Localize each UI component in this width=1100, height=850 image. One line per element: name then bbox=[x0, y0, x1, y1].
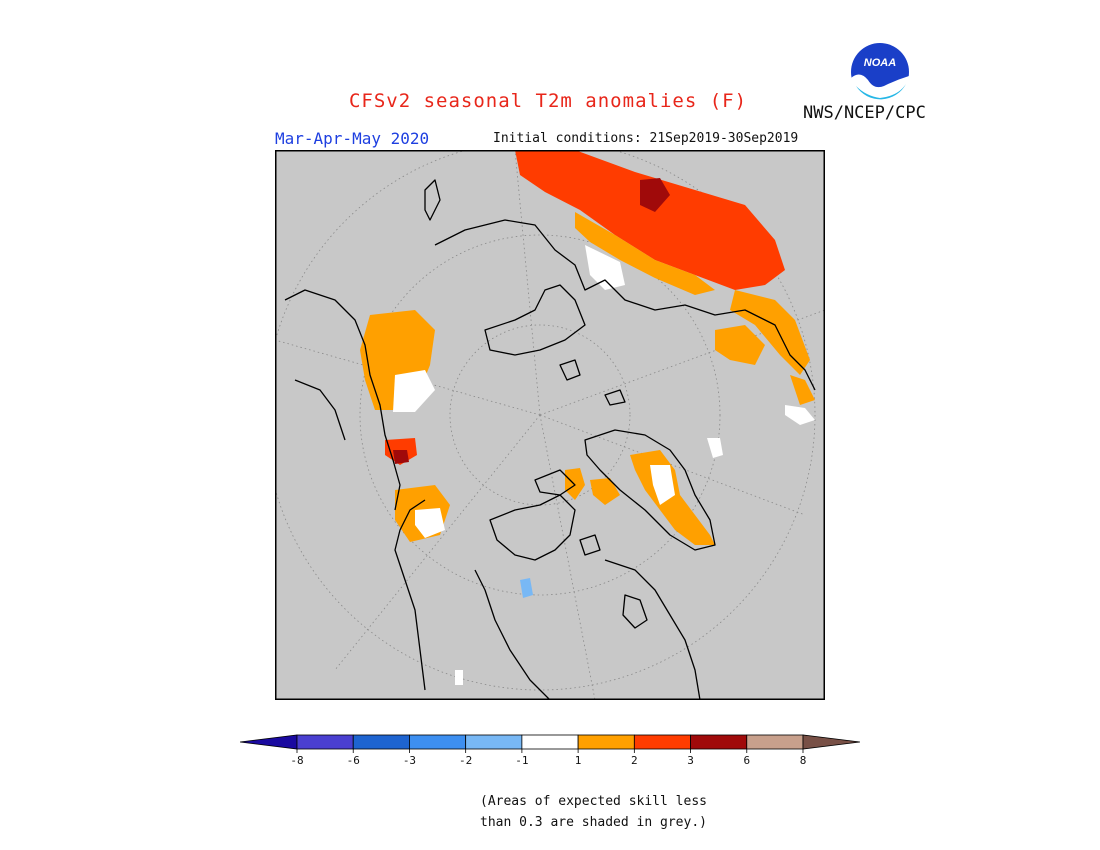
colorbar-label: -8 bbox=[290, 754, 303, 767]
colorbar-label: 1 bbox=[575, 754, 582, 767]
chart-title: CFSv2 seasonal T2m anomalies (F) bbox=[348, 90, 748, 112]
skill-note-line-2: than 0.3 are shaded in grey.) bbox=[480, 815, 707, 830]
polar-map bbox=[275, 150, 825, 700]
skill-note: (Areas of expected skill less than 0.3 a… bbox=[480, 791, 707, 833]
colorbar-swatch bbox=[409, 734, 467, 750]
colorbar-label: 8 bbox=[800, 754, 807, 767]
colorbar: -8 -6 -3 -2 -1 1 2 3 6 8 bbox=[240, 734, 860, 767]
season-label: Mar-Apr-May 2020 bbox=[275, 129, 430, 148]
colorbar-label: -3 bbox=[403, 754, 416, 767]
map-border bbox=[275, 150, 825, 700]
colorbar-label: 3 bbox=[687, 754, 694, 767]
colorbar-swatch bbox=[240, 734, 298, 750]
agency-label: NWS/NCEP/CPC bbox=[803, 103, 926, 123]
colorbar-swatch bbox=[633, 734, 691, 750]
anomaly-shading bbox=[360, 150, 815, 685]
colorbar-label: 6 bbox=[743, 754, 750, 767]
colorbar-swatch bbox=[465, 734, 523, 750]
colorbar-label: -1 bbox=[515, 754, 528, 767]
skill-note-line-1: (Areas of expected skill less bbox=[480, 794, 707, 809]
colorbar-label: -6 bbox=[347, 754, 360, 767]
colorbar-swatch bbox=[352, 734, 410, 750]
colorbar-swatch bbox=[521, 734, 579, 750]
colorbar-swatch bbox=[802, 734, 860, 750]
colorbar-swatch bbox=[577, 734, 635, 750]
coastlines bbox=[284, 179, 816, 700]
colorbar-label: 2 bbox=[631, 754, 638, 767]
colorbar-swatch bbox=[746, 734, 804, 750]
colorbar-swatch bbox=[296, 734, 354, 750]
noaa-logo: NOAA bbox=[849, 41, 911, 104]
colorbar-label: -2 bbox=[459, 754, 472, 767]
colorbar-swatch bbox=[690, 734, 748, 750]
initial-conditions-label: Initial conditions: 21Sep2019-30Sep2019 bbox=[493, 131, 799, 146]
logo-text: NOAA bbox=[864, 57, 896, 69]
